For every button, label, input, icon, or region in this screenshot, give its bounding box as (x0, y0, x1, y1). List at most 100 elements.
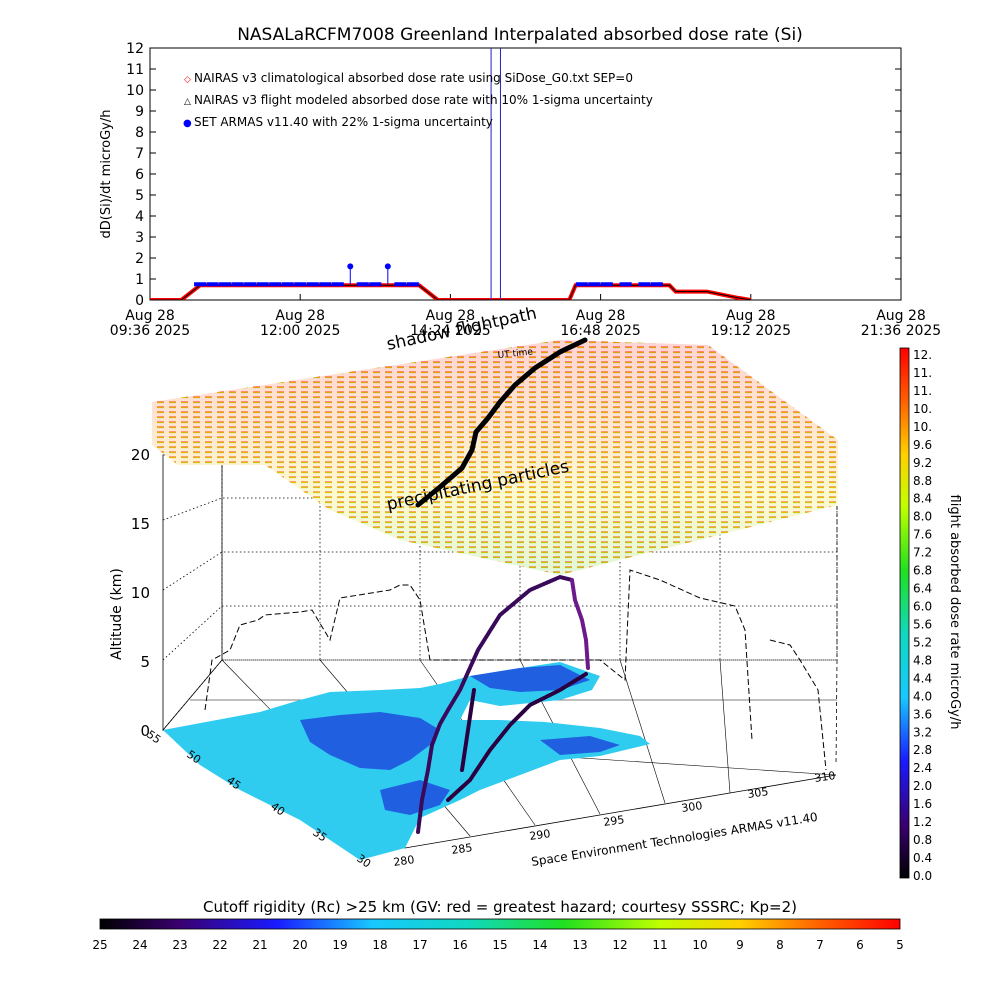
x-tick-time: 16:48 2025 (560, 323, 640, 339)
rigidity-colorbar-tick: 7 (816, 938, 824, 952)
dose-plane-tint (152, 340, 838, 575)
dose-colorbar-ticks: 0.0 0.4 0.8 1.2 1.6 2.0 2.4 2.8 3.2 3.6 4.0 4.4 4.8 5… (913, 348, 932, 883)
altitude-tick: 10 (131, 584, 150, 602)
ut-time-label: UT time (497, 347, 534, 361)
dose-colorbar-tick: 1.2 (913, 815, 932, 829)
y-tick-label: 11 (126, 62, 144, 78)
rigidity-colorbar-tick: 21 (252, 938, 267, 952)
dose-colorbar-tick: 9.2 (913, 456, 932, 470)
longitude-tick: 280 (393, 853, 416, 869)
rigidity-colorbar-ticks: 25 24 23 22 21 20 19 18 17 16 15 14 13 12 11 10 9 8 7 6 5 (92, 938, 903, 952)
rigidity-colorbar-tick: 9 (736, 938, 744, 952)
longitude-tick: 285 (451, 841, 474, 857)
altitude-tick: 0 (140, 722, 150, 740)
legend-label-armas: SET ARMAS v11.40 with 22% 1-sigma uncert… (194, 115, 493, 129)
x-tick-date: Aug 28 (125, 308, 175, 324)
figure-title: NASALaRCFM7008 Greenland Interpalated ab… (237, 25, 803, 45)
ground-map (163, 662, 650, 860)
dose-plane (152, 340, 838, 575)
armas-point (206, 282, 219, 287)
y-tick-label: 5 (135, 188, 144, 204)
armas-point (638, 282, 651, 287)
armas-point (269, 282, 282, 287)
rigidity-colorbar-tick: 11 (652, 938, 667, 952)
dose-colorbar-tick: 11. (913, 384, 932, 398)
dose-colorbar-tick: 10. (913, 420, 932, 434)
legend-entry-armas: ● SET ARMAS v11.40 with 22% 1-sigma unce… (183, 115, 493, 129)
rigidity-colorbar-tick: 18 (372, 938, 387, 952)
x-tick-time: 21:36 2025 (861, 323, 941, 339)
dose-colorbar-tick: 2.0 (913, 779, 932, 793)
land-northeast (470, 665, 590, 692)
dose-colorbar-bar (899, 347, 910, 879)
longitude-tick: 290 (529, 827, 552, 843)
armas-point (600, 282, 613, 287)
y-tick-label: 8 (135, 125, 144, 141)
x-tick-time: 19:12 2025 (711, 323, 791, 339)
rigidity-colorbar-tick: 25 (92, 938, 107, 952)
armas-point (331, 282, 344, 287)
y-tick-label: 6 (135, 167, 144, 183)
land-greenland (300, 712, 440, 770)
armas-point (356, 282, 369, 287)
dose-colorbar-tick: 9.6 (913, 438, 932, 452)
dose-colorbar-label: flight absorbed dose rate microGy/h (947, 495, 962, 730)
dose-colorbar-tick: 0.0 (913, 869, 932, 883)
y-tick-label: 12 (126, 41, 144, 57)
x-tick-date: Aug 28 (275, 308, 325, 324)
dose-colorbar-tick: 8.4 (913, 492, 932, 506)
dose-colorbar-tick: 0.4 (913, 851, 932, 865)
dose-colorbar-tick: 12. (913, 348, 932, 362)
armas-point (347, 263, 354, 270)
flight-trajectories-lower (416, 574, 590, 834)
rigidity-colorbar-tick: 8 (776, 938, 784, 952)
rigidity-colorbar-tick: 24 (132, 938, 147, 952)
armas-point (306, 282, 319, 287)
armas-point (384, 263, 391, 270)
dose-colorbar-tick: 5.6 (913, 617, 932, 631)
longitude-tick: 300 (681, 799, 704, 815)
y-tick-label: 0 (135, 293, 144, 309)
y-tick-label: 7 (135, 146, 144, 162)
armas-point (294, 282, 307, 287)
altitude-tick: 5 (140, 653, 150, 671)
dose-colorbar-tick: 8.8 (913, 474, 932, 488)
perspective-3d-plot: shadow flightpath UT time precipitating … (109, 304, 838, 870)
y-tick-label: 1 (135, 272, 144, 288)
legend-entry-nairas-flight: △ NAIRAS v3 flight modeled absorbed dose… (184, 93, 653, 107)
y-tick-label: 4 (135, 209, 144, 225)
altitude-ticks: 0 5 10 15 20 (131, 446, 150, 740)
y-tick-label: 9 (135, 104, 144, 120)
armas-point (369, 282, 382, 287)
series-layer (150, 48, 752, 300)
rigidity-colorbar-bar (99, 918, 901, 930)
longitude-tick: 305 (747, 785, 770, 801)
armas-point (406, 282, 419, 287)
dose-colorbar-tick: 4.8 (913, 653, 932, 667)
land-islands (540, 736, 620, 755)
longitude-ticks: 280 285 290 295 300 305 310 (393, 769, 837, 869)
dose-colorbar-tick: 8.0 (913, 510, 932, 524)
dose-colorbar-tick: 7.6 (913, 528, 932, 542)
dose-colorbar-tick: 4.0 (913, 689, 932, 703)
x-tick-time: 12:00 2025 (260, 323, 340, 339)
dose-colorbar-tick: 1.6 (913, 797, 932, 811)
dose-colorbar-tick: 7.2 (913, 546, 932, 560)
armas-point (588, 282, 601, 287)
dose-colorbar-tick: 2.8 (913, 743, 932, 757)
credit-label: Space Environment Technologies ARMAS v11… (530, 810, 818, 869)
rigidity-colorbar-tick: 10 (692, 938, 707, 952)
rigidity-colorbar-tick: 13 (572, 938, 587, 952)
rigidity-colorbar-tick: 12 (612, 938, 627, 952)
x-tick-date: Aug 28 (726, 308, 776, 324)
right-wall-frame (835, 450, 838, 766)
altitude-tick: 20 (131, 446, 150, 464)
rigidity-colorbar: Cutoff rigidity (Rc) >25 km (GV: red = g… (92, 898, 903, 952)
dose-colorbar-tick: 4.4 (913, 671, 932, 685)
dose-colorbar-tick: 2.4 (913, 761, 932, 775)
rigidity-colorbar-tick: 20 (292, 938, 307, 952)
